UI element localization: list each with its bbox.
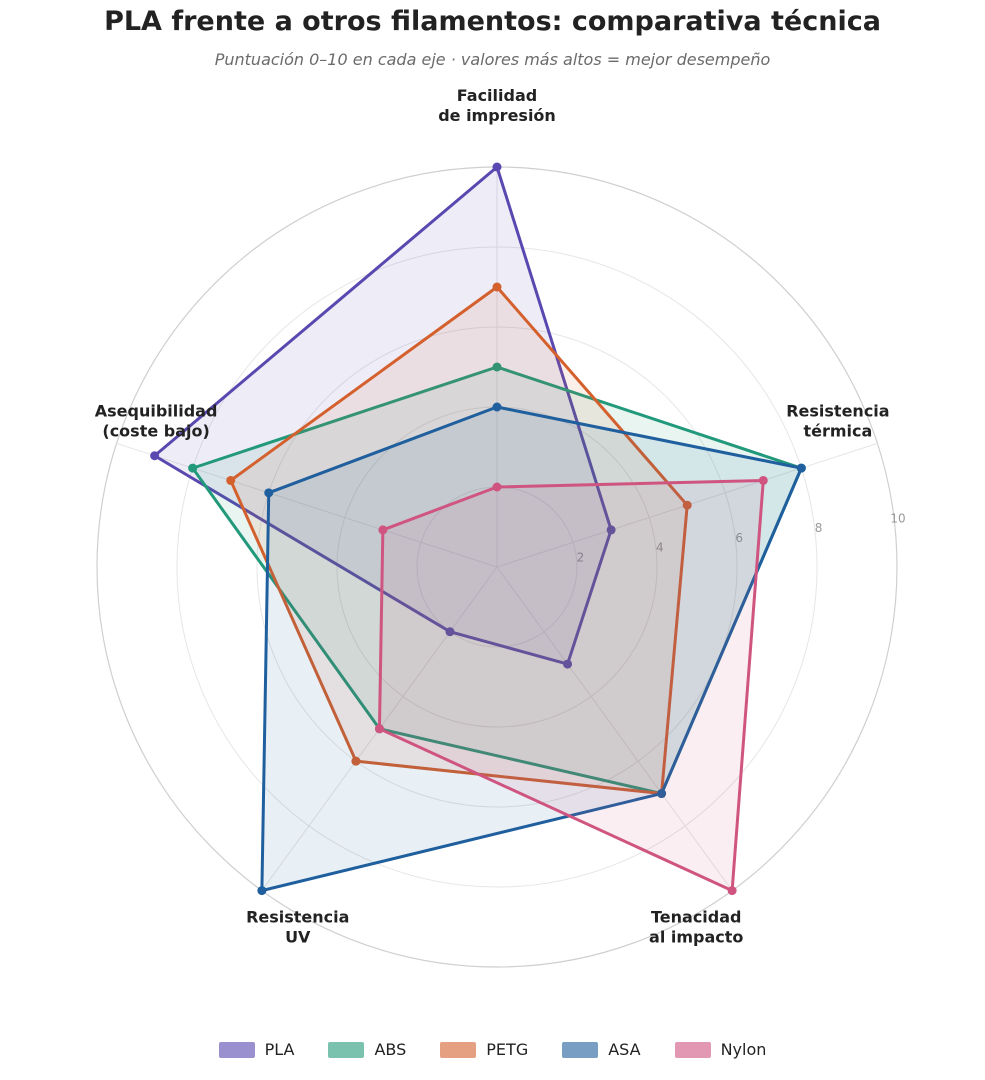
- tick-label: 10: [890, 511, 905, 525]
- data-point: [606, 525, 616, 535]
- legend-label: Nylon: [720, 1040, 767, 1059]
- legend-item-pla: PLA: [218, 1040, 295, 1059]
- series-layer: [150, 162, 806, 896]
- data-point: [445, 627, 455, 637]
- legend-swatch: [440, 1041, 477, 1058]
- axis-label: Asequibilidad (coste bajo): [95, 401, 218, 440]
- chart-subtitle: Puntuación 0–10 en cada eje · valores má…: [214, 50, 771, 69]
- legend-label: PETG: [486, 1040, 529, 1059]
- tick-label: 6: [735, 531, 743, 545]
- axis-label-line: Facilidad: [457, 86, 537, 105]
- series-polygon: [229, 285, 689, 796]
- legend-swatch: [328, 1041, 365, 1058]
- legend: PLA ABS PETG ASA Nylon: [0, 1040, 985, 1059]
- series-polygon: [260, 405, 803, 893]
- tick-label: 8: [815, 521, 823, 535]
- data-point: [351, 756, 361, 766]
- axis-label: Resistencia UV: [246, 908, 349, 947]
- chart-title: PLA frente a otros filamentos: comparati…: [104, 6, 881, 37]
- axis-label-line: de impresión: [438, 106, 556, 125]
- data-point: [682, 500, 692, 510]
- data-point: [492, 402, 502, 412]
- data-point: [264, 488, 274, 498]
- data-point: [727, 886, 737, 896]
- data-point: [492, 362, 502, 372]
- legend-label: PLA: [264, 1040, 295, 1059]
- axis-label-line: Resistencia: [246, 908, 349, 927]
- radial-ticks: 2 4 6 8 10: [577, 511, 906, 564]
- axis-label-line: Tenacidad: [651, 908, 742, 927]
- legend-item-asa: ASA: [562, 1040, 641, 1059]
- legend-swatch: [218, 1041, 255, 1058]
- axis-label-line: (coste bajo): [102, 421, 209, 440]
- axis-label-line: al impacto: [649, 928, 743, 947]
- data-point: [257, 886, 267, 896]
- data-point: [492, 282, 502, 292]
- series-polygon: [191, 365, 803, 796]
- series-nylon: [374, 475, 768, 896]
- axis-label-line: UV: [285, 928, 311, 947]
- data-point: [796, 463, 806, 473]
- data-point: [188, 463, 198, 473]
- data-point: [378, 525, 388, 535]
- legend-item-abs: ABS: [328, 1040, 406, 1059]
- legend-swatch: [674, 1041, 711, 1058]
- axis-label: Facilidad de impresión: [438, 86, 556, 125]
- axis-spoke: [116, 442, 498, 568]
- axis-label-line: térmica: [803, 421, 872, 440]
- data-point: [374, 724, 384, 734]
- data-point: [492, 482, 502, 492]
- tick-label: 2: [577, 550, 585, 564]
- data-point: [758, 475, 768, 485]
- axis-label: Resistencia térmica: [786, 401, 889, 440]
- data-point: [657, 789, 667, 799]
- axis-label: Tenacidad al impacto: [649, 908, 743, 947]
- data-point: [492, 162, 502, 172]
- series-polygon: [377, 478, 765, 893]
- data-point: [150, 451, 160, 461]
- legend-label: ASA: [608, 1040, 641, 1059]
- legend-label: ABS: [374, 1040, 407, 1059]
- legend-item-nylon: Nylon: [674, 1040, 767, 1059]
- data-point: [563, 659, 573, 669]
- axis-label-line: Resistencia: [786, 401, 889, 420]
- axis-label-line: Asequibilidad: [95, 401, 218, 420]
- series-asa: [257, 402, 806, 896]
- legend-item-petg: PETG: [440, 1040, 528, 1059]
- tick-label: 4: [656, 541, 664, 555]
- data-point: [226, 475, 236, 485]
- axis-spoke: [496, 566, 733, 891]
- legend-swatch: [562, 1041, 599, 1058]
